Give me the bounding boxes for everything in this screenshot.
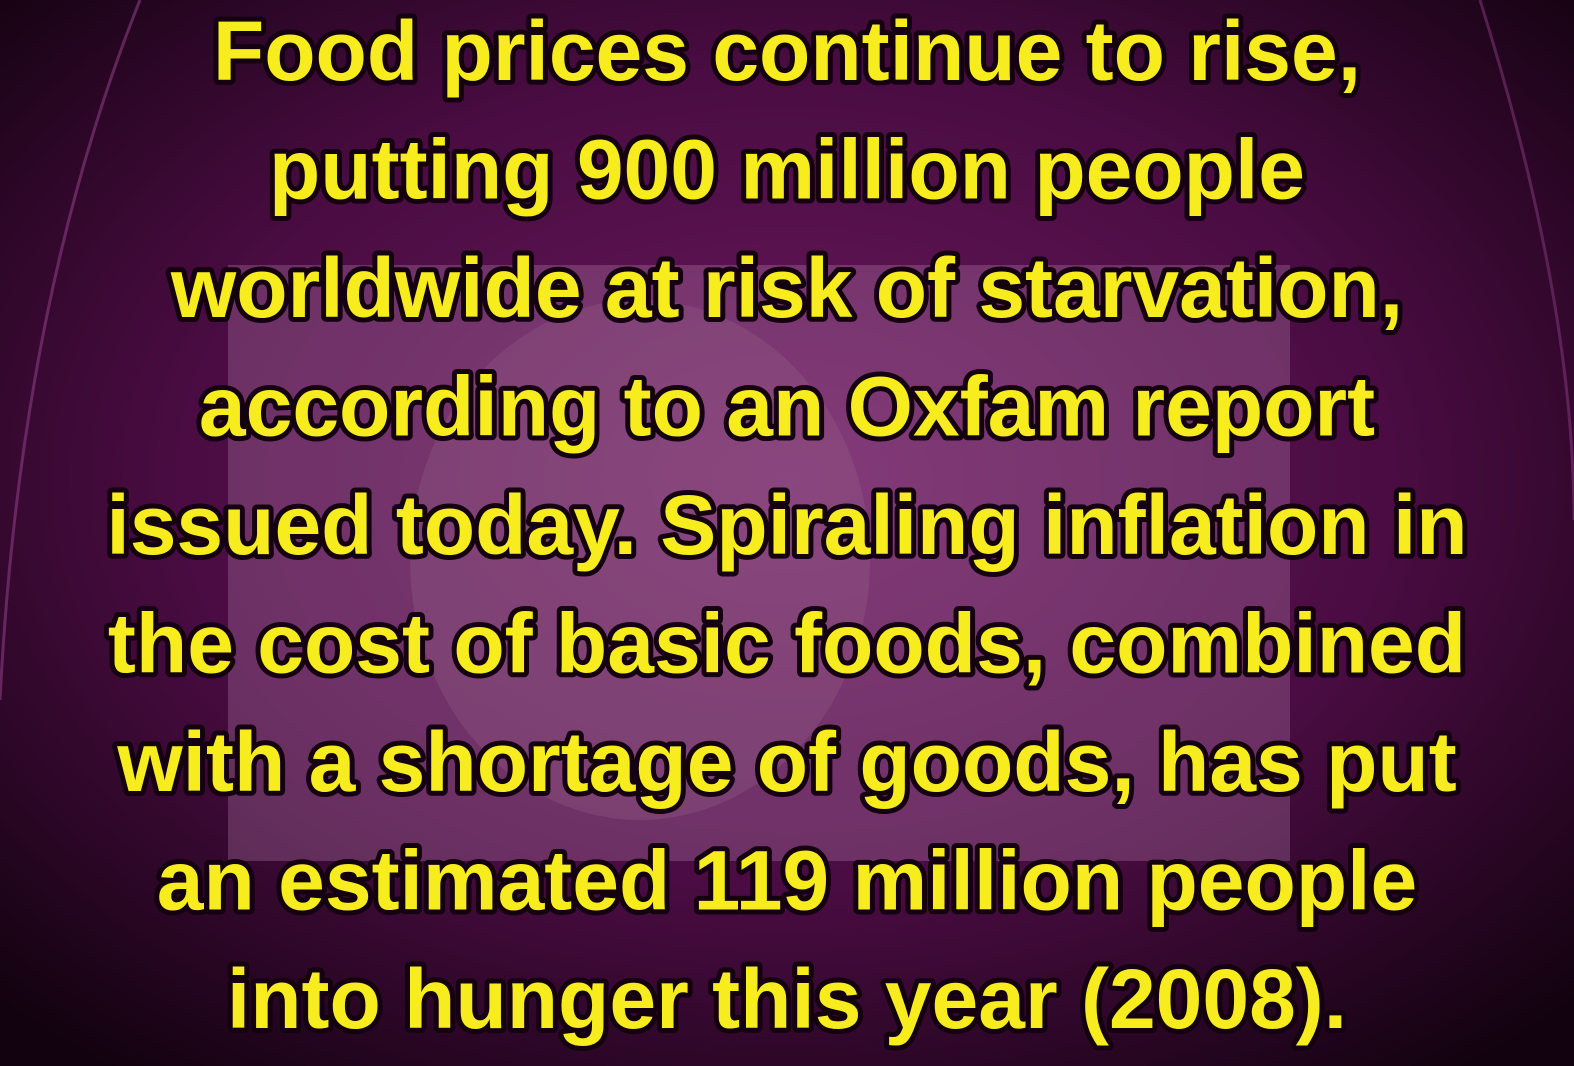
caption-line: worldwide at risk of starvation, bbox=[170, 241, 1403, 335]
caption-line: with a shortage of goods, has put bbox=[116, 715, 1456, 809]
caption-line: according to an Oxfam report bbox=[199, 360, 1375, 454]
meme-image: Food prices continue to rise, putting 900… bbox=[0, 0, 1574, 1066]
caption: Food prices continue to rise, putting 900… bbox=[106, 4, 1467, 1046]
caption-line: issued today. Spiraling inflation in bbox=[106, 478, 1467, 572]
caption-line: putting 900 million people bbox=[269, 123, 1305, 217]
caption-line: Food prices continue to rise, bbox=[213, 4, 1361, 98]
caption-line: into hunger this year (2008). bbox=[227, 952, 1347, 1046]
caption-line: the cost of basic foods, combined bbox=[108, 597, 1466, 691]
caption-line: an estimated 119 million people bbox=[157, 834, 1417, 928]
